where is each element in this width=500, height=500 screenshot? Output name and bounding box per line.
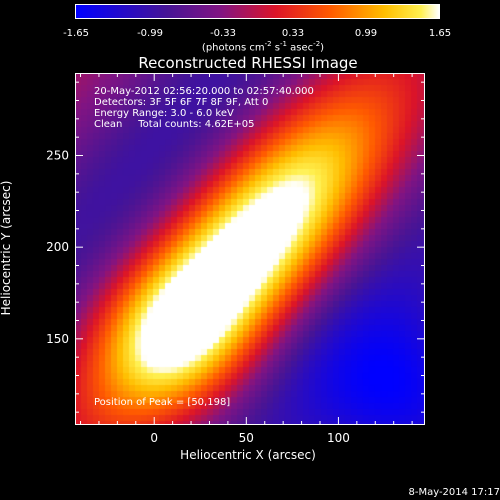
units-exponent: -2	[313, 40, 321, 48]
x-axis-label: Heliocentric X (arcsec)	[180, 448, 316, 462]
x-tick-label: 0	[150, 431, 158, 445]
colorbar-ticks: -1.65 -0.99 -0.33 0.33 0.99 1.65	[0, 0, 500, 40]
colorbar-tick: 1.65	[428, 28, 452, 39]
units-text: s	[271, 42, 281, 54]
colorbar	[75, 4, 440, 19]
plot-frame	[75, 73, 425, 425]
info-block: 20-May-2012 02:56:20.000 to 02:57:40.000…	[94, 86, 314, 130]
y-axis-label: Heliocentric Y (arcsec)	[0, 180, 13, 316]
heatmap-image	[75, 73, 425, 425]
colorbar-tick: -0.33	[210, 28, 236, 39]
units-text: asec	[287, 42, 314, 54]
units-text: (photons cm	[201, 42, 265, 54]
colorbar-tick: -1.65	[63, 28, 89, 39]
y-tick-label: 250	[46, 149, 69, 163]
info-detectors: Detectors: 3F 5F 6F 7F 8F 9F, Att 0	[94, 97, 269, 108]
peak-position: Position of Peak = [50,198]	[94, 397, 231, 408]
colorbar-units: (photons cm-2 s-1 asec-2)	[13, 40, 500, 53]
y-tick-label: 200	[46, 240, 69, 254]
colorbar-tick: 0.99	[354, 28, 378, 39]
info-energy-range: Energy Range: 3.0 - 6.0 keV	[94, 108, 234, 119]
units-text: )	[320, 42, 325, 54]
info-total-counts: Clean Total counts: 4.62E+05	[94, 119, 255, 130]
chart-title: Reconstructed RHESSI Image	[138, 54, 358, 72]
date-stamp: 8-May-2014 17:17	[408, 487, 500, 498]
x-tick-label: 100	[327, 431, 350, 445]
colorbar-tick: 0.33	[281, 28, 305, 39]
units-exponent: -2	[264, 40, 272, 48]
y-tick-label: 150	[46, 332, 69, 346]
colorbar-tick: -0.99	[137, 28, 163, 39]
x-tick-label: 50	[239, 431, 254, 445]
units-exponent: -1	[280, 40, 287, 48]
info-time-range: 20-May-2012 02:56:20.000 to 02:57:40.000	[94, 86, 314, 97]
